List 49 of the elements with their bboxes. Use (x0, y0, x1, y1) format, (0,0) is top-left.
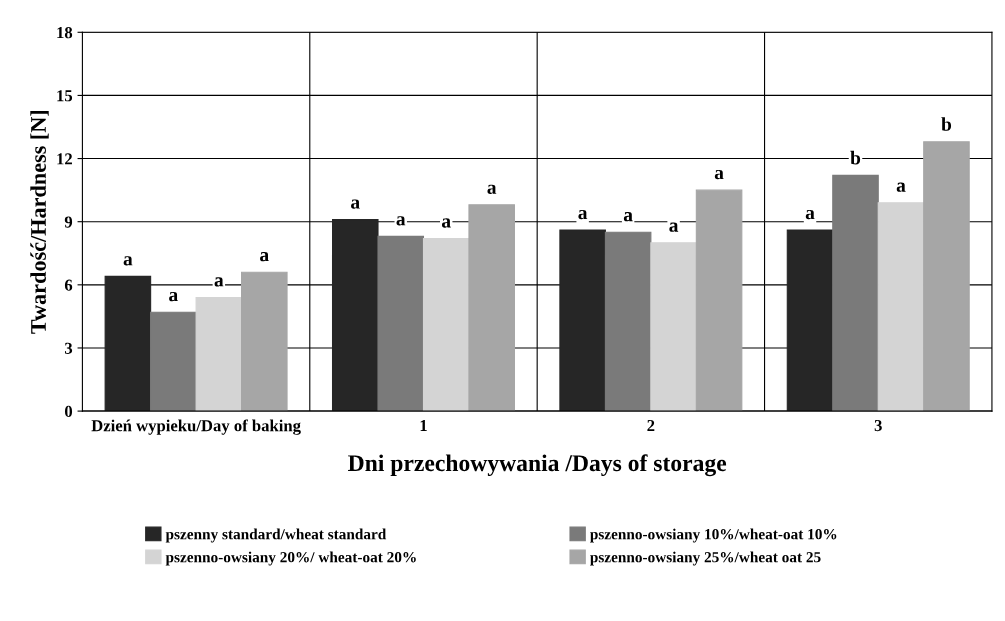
annotation: a (396, 216, 406, 226)
bar (559, 229, 606, 412)
annotation: b (941, 117, 952, 131)
x-axis-title: Dni przechowywania /Days of storage (348, 454, 727, 477)
bar (150, 311, 197, 412)
annotation: a (351, 199, 360, 209)
x-tick-label: 3 (874, 419, 882, 432)
annotation: b (850, 150, 861, 165)
x-tick-label: Dzień wypieku/Day of baking (91, 419, 301, 435)
legend-label: pszenno-owsiany 25%/wheat oat 25 (590, 551, 821, 566)
annotation: a (260, 252, 269, 262)
bar (786, 229, 834, 412)
annotation: a (123, 256, 133, 266)
annotation: a (896, 182, 906, 192)
bar (377, 235, 425, 412)
annotation: a (623, 212, 633, 222)
bar (604, 231, 652, 412)
y-tick-label: 18 (57, 26, 73, 39)
bar (877, 202, 925, 412)
bar (195, 296, 243, 412)
annotation: a (669, 222, 679, 232)
legend-label: pszenny standard/wheat standard (165, 528, 387, 543)
bar (104, 275, 152, 412)
y-tick-label: 0 (64, 405, 73, 418)
annotation: a (214, 277, 224, 287)
legend-label: pszenno-owsiany 10%/wheat-oat 10% (590, 528, 837, 543)
y-tick-label: 9 (64, 216, 73, 228)
y-tick-label: 3 (64, 342, 73, 354)
annotation: a (441, 218, 451, 228)
annotation: a (578, 209, 588, 220)
y-tick-label: 15 (57, 90, 73, 102)
legend-label: pszenno-owsiany 20%/ wheat-oat 20% (165, 551, 416, 566)
bar (832, 174, 879, 412)
bar (923, 141, 970, 412)
bar (650, 242, 697, 412)
y-tick-label: 12 (57, 153, 72, 165)
y-axis-title: Twardość/Hardness [N] (30, 110, 49, 334)
annotation: a (714, 169, 724, 180)
bar (422, 237, 470, 412)
bar (695, 189, 743, 412)
x-tick-label: 1 (420, 420, 427, 431)
bar (468, 204, 515, 412)
bar (241, 271, 288, 412)
bar (331, 219, 379, 412)
annotation: a (805, 209, 815, 220)
annotation: a (487, 184, 497, 194)
x-tick-label: 2 (647, 419, 655, 431)
y-tick-label: 6 (64, 279, 73, 291)
annotation: a (169, 291, 178, 302)
